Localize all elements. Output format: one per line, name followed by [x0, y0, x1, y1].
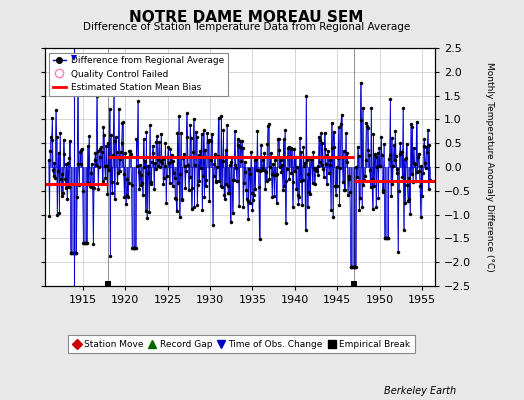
- Y-axis label: Monthly Temperature Anomaly Difference (°C): Monthly Temperature Anomaly Difference (…: [485, 62, 494, 272]
- Difference from Regional Average: [387, 152, 393, 157]
- Estimated Station Mean Bias: [105, 181, 111, 186]
- Difference from Regional Average: [347, 264, 354, 269]
- Difference from Regional Average: [46, 157, 52, 162]
- Estimated Station Mean Bias: [41, 181, 48, 186]
- Difference from Regional Average: [336, 203, 343, 208]
- Text: NOTRE DAME MOREAU SEM: NOTRE DAME MOREAU SEM: [129, 10, 364, 25]
- Difference from Regional Average: [316, 135, 322, 140]
- Text: Berkeley Earth: Berkeley Earth: [384, 386, 456, 396]
- Legend: Station Move, Record Gap, Time of Obs. Change, Empirical Break: Station Move, Record Gap, Time of Obs. C…: [68, 336, 414, 354]
- Difference from Regional Average: [376, 146, 382, 151]
- Difference from Regional Average: [427, 178, 433, 182]
- Difference from Regional Average: [277, 165, 283, 170]
- Legend: Difference from Regional Average, Quality Control Failed, Estimated Station Mean: Difference from Regional Average, Qualit…: [49, 52, 227, 96]
- Text: Difference of Station Temperature Data from Regional Average: Difference of Station Temperature Data f…: [83, 22, 410, 32]
- Line: Difference from Regional Average: Difference from Regional Average: [47, 78, 431, 268]
- Difference from Regional Average: [67, 139, 73, 144]
- Difference from Regional Average: [74, 77, 81, 82]
